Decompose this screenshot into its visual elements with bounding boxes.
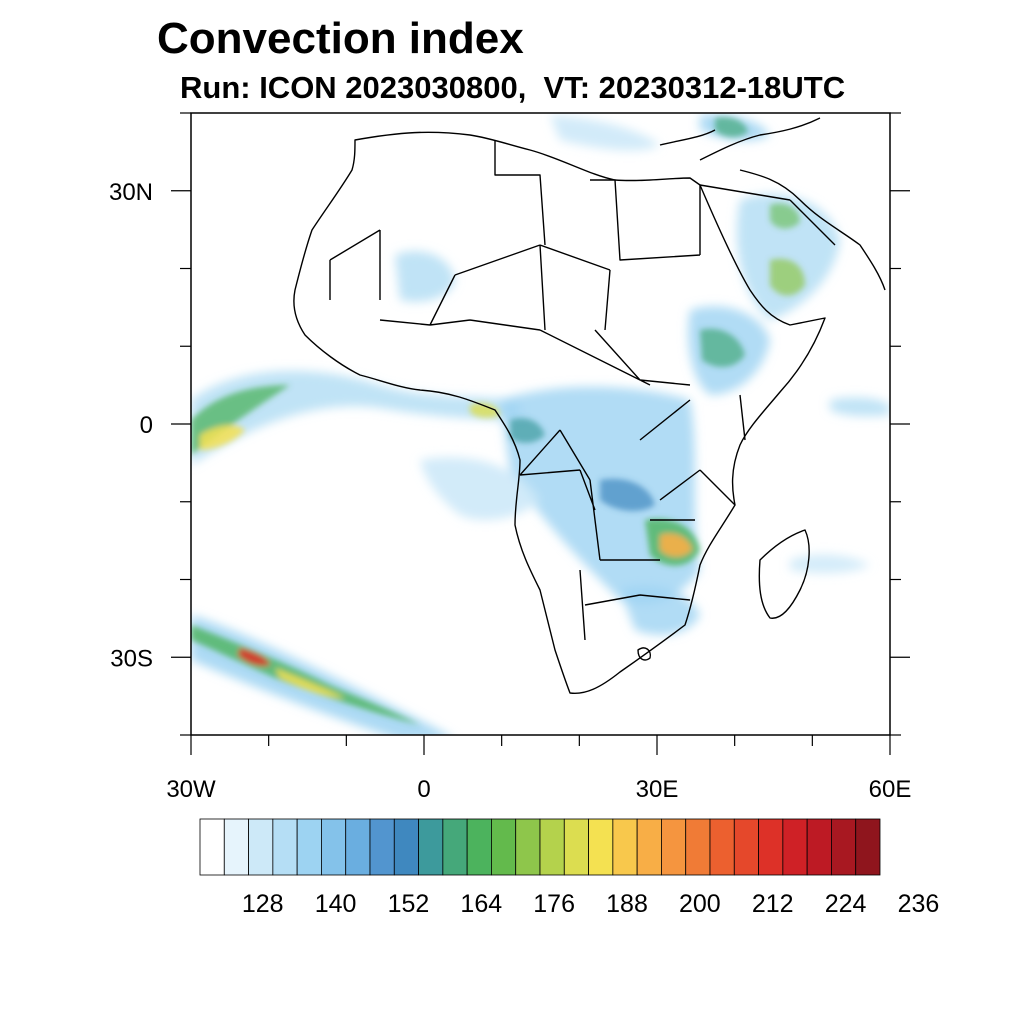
colorbar-segment	[612, 818, 638, 876]
colorbar-segment	[296, 818, 322, 876]
lon-tick-label: 60E	[869, 776, 912, 803]
colorbar-label: 164	[460, 890, 502, 918]
map-title: Convection index	[157, 14, 524, 63]
colorbar-segment	[248, 818, 274, 876]
coastlines-and-borders	[293, 117, 886, 695]
lat-tick-label: 30N	[109, 179, 153, 206]
colorbar-segment	[539, 818, 565, 876]
map-plot-area	[191, 113, 890, 735]
colorbar-segment	[685, 818, 711, 876]
colorbar-segment	[393, 818, 419, 876]
map-subtitle: Run: ICON 2023030800, VT: 20230312-18UTC	[180, 70, 846, 105]
colorbar-segment	[272, 818, 298, 876]
colorbar-segment	[831, 818, 857, 876]
axis-ticks	[171, 112, 910, 755]
colorbar-segment	[733, 818, 759, 876]
colorbar-segment	[855, 818, 881, 876]
longitude-labels: 30W 0 30E 60E	[166, 776, 911, 803]
colorbar-segment	[563, 818, 589, 876]
colorbar	[199, 818, 881, 876]
colorbar-segment	[758, 818, 784, 876]
colorbar-segment	[199, 818, 225, 876]
colorbar-segment	[782, 818, 808, 876]
colorbar-segment	[442, 818, 468, 876]
colorbar-segment	[223, 818, 249, 876]
lat-tick-label: 0	[140, 412, 153, 439]
colorbar-label: 140	[315, 890, 357, 918]
colorbar-label: 236	[898, 890, 940, 918]
colorbar-segment	[806, 818, 832, 876]
lat-tick-label: 30S	[110, 645, 153, 672]
colorbar-segment	[661, 818, 687, 876]
lon-tick-label: 0	[417, 776, 430, 803]
colorbar-label: 200	[679, 890, 721, 918]
colorbar-label: 188	[606, 890, 648, 918]
colorbar-label: 212	[752, 890, 794, 918]
colorbar-label: 224	[825, 890, 867, 918]
colorbar-segment	[369, 818, 395, 876]
colorbar-label: 128	[242, 890, 284, 918]
latitude-labels: 30N 0 30S	[109, 179, 153, 673]
colorbar-labels: 128 140 152 164 176 188 200 212 224 236	[242, 890, 939, 918]
colorbar-segment	[466, 818, 492, 876]
colorbar-label: 152	[388, 890, 430, 918]
lon-tick-label: 30E	[636, 776, 679, 803]
colorbar-segment	[709, 818, 735, 876]
colorbar-segment	[321, 818, 347, 876]
colorbar-segment	[491, 818, 517, 876]
lon-tick-label: 30W	[166, 776, 216, 803]
colorbar-segment	[515, 818, 541, 876]
colorbar-label: 176	[533, 890, 575, 918]
colorbar-segment	[636, 818, 662, 876]
colorbar-segment	[588, 818, 614, 876]
colorbar-segment	[345, 818, 371, 876]
colorbar-segment	[418, 818, 444, 876]
